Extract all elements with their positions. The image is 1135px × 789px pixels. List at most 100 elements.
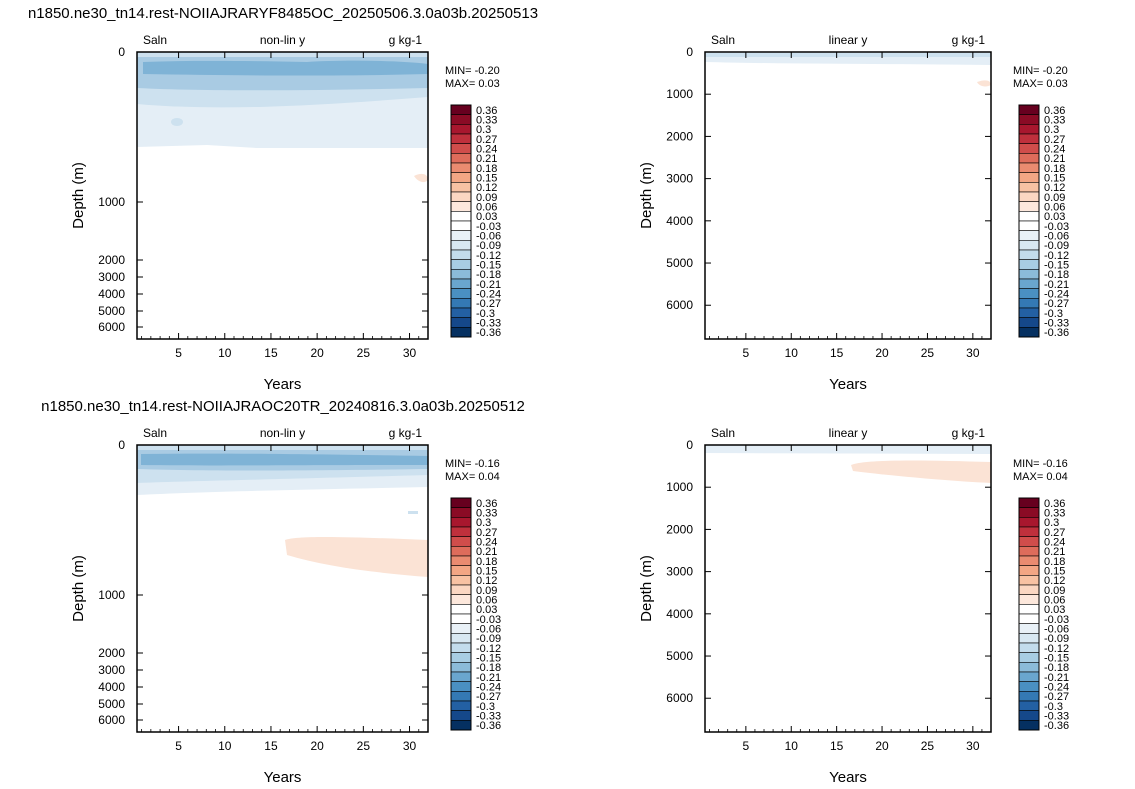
- colorbar-label: 0.27: [476, 527, 497, 539]
- colorbar-swatch: [450, 124, 472, 135]
- colorbar-label: -0.09: [476, 240, 501, 252]
- y-axis-title: Depth (m): [638, 162, 655, 229]
- x-tick-label: 20: [875, 739, 889, 753]
- colorbar-swatch: [1018, 269, 1040, 280]
- colorbar-label: 0.18: [476, 163, 497, 175]
- colorbar-swatch: [450, 153, 472, 164]
- x-tick-label: 5: [175, 346, 182, 360]
- colorbar-swatch: [1018, 700, 1040, 711]
- colorbar-label: 0.33: [476, 115, 497, 127]
- colorbar: 0.360.330.30.270.240.210.180.150.120.090…: [450, 497, 501, 732]
- colorbar-swatch: [450, 565, 472, 576]
- colorbar-label: -0.15: [1044, 260, 1069, 272]
- colorbar-swatch: [450, 133, 472, 144]
- y-tick-label: 3000: [666, 172, 693, 186]
- colorbar-swatch: [1018, 133, 1040, 144]
- colorbar-swatch: [1018, 307, 1040, 318]
- x-tick-label: 5: [743, 739, 750, 753]
- colorbar-label: -0.3: [476, 308, 495, 320]
- colorbar-swatch: [450, 671, 472, 682]
- colorbar-label: 0.15: [1044, 173, 1065, 185]
- colorbar-label: 0.36: [476, 498, 497, 510]
- colorbar-label: -0.3: [1044, 701, 1063, 713]
- colorbar-frame: [1018, 104, 1040, 338]
- y-tick-label: 5000: [98, 304, 125, 318]
- min-value: MIN= -0.16: [1013, 458, 1068, 470]
- colorbar-label: 0.06: [1044, 595, 1065, 607]
- colorbar-swatch: [1018, 298, 1040, 309]
- colorbar-swatch: [1018, 249, 1040, 260]
- colorbar-swatch: [1018, 259, 1040, 270]
- colorbar-swatch: [450, 230, 472, 241]
- colorbar-label: 0.3: [1044, 124, 1059, 136]
- colorbar-swatch: [450, 172, 472, 183]
- colorbar-label: 0.21: [1044, 546, 1065, 558]
- x-tick-label: 30: [966, 346, 980, 360]
- min-value: MIN= -0.20: [445, 65, 500, 77]
- colorbar-swatch: [1018, 546, 1040, 557]
- colorbar-label: -0.12: [476, 643, 501, 655]
- colorbar-label: 0.3: [476, 517, 491, 529]
- colorbar-swatch: [1018, 317, 1040, 328]
- y-tick-label: 0: [686, 45, 693, 59]
- colorbar-label: 0.24: [476, 537, 497, 549]
- colorbar-swatch: [1018, 191, 1040, 202]
- colorbar-label: -0.12: [476, 250, 501, 262]
- x-tick-label: 15: [830, 739, 844, 753]
- contour-blue-strong: [141, 453, 428, 466]
- colorbar-swatch: [450, 642, 472, 653]
- units-label: g kg-1: [389, 33, 423, 47]
- colorbar-swatch: [450, 575, 472, 586]
- colorbar-swatch: [450, 536, 472, 547]
- colorbar-label: -0.36: [1044, 720, 1069, 732]
- colorbar-label: -0.09: [476, 633, 501, 645]
- colorbar-swatch: [1018, 240, 1040, 251]
- min-value: MIN= -0.20: [1013, 65, 1068, 77]
- colorbar-frame: [1018, 497, 1040, 731]
- colorbar-label: 0.27: [476, 134, 497, 146]
- colorbar-label: -0.24: [1044, 289, 1069, 301]
- units-label: g kg-1: [389, 426, 423, 440]
- colorbar-swatch: [1018, 652, 1040, 663]
- min-value: MIN= -0.16: [445, 458, 500, 470]
- contour-blue-spot: [408, 511, 418, 514]
- colorbar-label: 0.21: [476, 546, 497, 558]
- colorbar-label: -0.12: [1044, 643, 1069, 655]
- colorbar-label: -0.03: [476, 221, 501, 233]
- colorbar-label: 0.24: [1044, 537, 1065, 549]
- y-tick-label: 6000: [98, 713, 125, 727]
- colorbar-label: -0.03: [476, 614, 501, 626]
- colorbar-swatch: [450, 143, 472, 154]
- colorbar-label: -0.33: [1044, 318, 1069, 330]
- colorbar-swatch: [1018, 172, 1040, 183]
- max-value: MAX= 0.03: [1013, 78, 1068, 90]
- colorbar-swatch: [450, 604, 472, 615]
- y-tick-label: 5000: [666, 256, 693, 270]
- y-tick-label: 0: [686, 438, 693, 452]
- colorbar-label: 0.12: [476, 575, 497, 587]
- colorbar-swatch: [1018, 517, 1040, 528]
- colorbar-label: 0.03: [476, 211, 497, 223]
- x-tick-label: 5: [743, 346, 750, 360]
- colorbar-swatch: [450, 710, 472, 721]
- colorbar: 0.360.330.30.270.240.210.180.150.120.090…: [1018, 497, 1069, 732]
- colorbar-swatch: [1018, 211, 1040, 222]
- colorbar-swatch: [450, 652, 472, 663]
- x-axis-title: Years: [829, 769, 867, 786]
- colorbar-swatch: [1018, 691, 1040, 702]
- colorbar-label: 0.03: [476, 604, 497, 616]
- colorbar-swatch: [450, 269, 472, 280]
- colorbar-label: -0.36: [476, 720, 501, 732]
- y-tick-label: 2000: [98, 646, 125, 660]
- y-tick-label: 0: [118, 438, 125, 452]
- contour-blue-strong: [143, 60, 428, 76]
- colorbar-swatch: [450, 240, 472, 251]
- colorbar-swatch: [450, 104, 472, 115]
- x-tick-label: 25: [357, 346, 371, 360]
- colorbar: 0.360.330.30.270.240.210.180.150.120.090…: [450, 104, 501, 339]
- colorbar-label: -0.21: [476, 279, 501, 291]
- y-axis-title: Depth (m): [70, 162, 87, 229]
- colorbar-swatch: [1018, 613, 1040, 624]
- colorbar-swatch: [450, 623, 472, 634]
- colorbar-label: 0.06: [476, 202, 497, 214]
